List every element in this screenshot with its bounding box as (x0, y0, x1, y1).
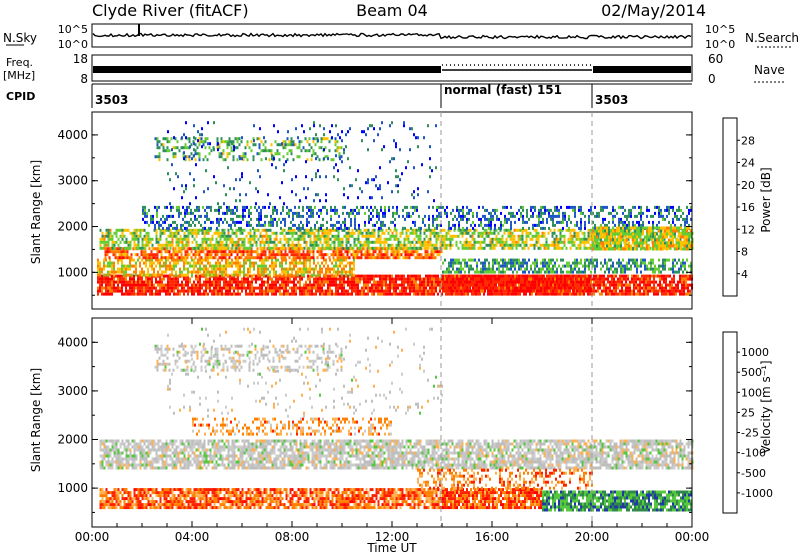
velocity-band-2 (442, 488, 542, 509)
velocity-band-1 (100, 488, 444, 509)
y-tick-label: 4000 (57, 335, 88, 349)
noise-sky-trace (93, 34, 691, 39)
cpid-segment-2: normal (fast) 151 (444, 83, 562, 97)
power-panel: 1000 2000 3000 4000 Slant Range [km] 4 8 12 16… (29, 112, 773, 309)
time-axis-label: Time UT (366, 541, 417, 554)
x-tick-label: 04:00 (175, 530, 210, 544)
freq-tick-bottom: 8 (80, 72, 88, 86)
noise-tick-top-right: 10^5 (705, 23, 735, 36)
power-colorbar-label: Power [dB] (759, 167, 773, 232)
colorbar-tick-label: 4 (741, 268, 748, 281)
beam-title: Beam 04 (356, 1, 428, 20)
station-title: Clyde River (fitACF) (92, 1, 249, 20)
colorbar-tick-label: -500 (741, 467, 766, 480)
freq-band-left (93, 66, 441, 73)
colorbar-tick-label: 24 (741, 157, 755, 170)
frequency-panel: Freq. [MHz] 18 8 60 0 Nave (3, 52, 786, 86)
colorbar-tick-label: 20 (741, 179, 755, 192)
power-band-9 (167, 121, 437, 205)
noise-tick-top-left: 10^5 (58, 23, 88, 36)
x-tick-label: 16:00 (475, 530, 510, 544)
freq-label: Freq. (6, 56, 33, 69)
freq-tick-top: 18 (73, 52, 88, 66)
freq-unit-label: [MHz] (3, 69, 35, 82)
y-tick-label: 1000 (57, 481, 88, 495)
velocity-ylabel: Slant Range [km] (29, 368, 43, 472)
nave-tick-top: 60 (708, 52, 723, 66)
x-tick-label: 08:00 (275, 530, 310, 544)
colorbar-tick-label: 25 (741, 406, 755, 419)
power-band-1 (97, 275, 693, 296)
power-heatmap (97, 121, 694, 295)
power-colorbar: 4 8 12 16 20 24 28 (723, 118, 755, 296)
date-title: 02/May/2014 (601, 1, 706, 20)
velocity-band-7 (417, 469, 593, 490)
velocity-heatmap (100, 328, 694, 512)
power-band-6 (155, 137, 343, 161)
velocity-band-8 (167, 328, 443, 418)
y-tick-label: 2000 (57, 220, 88, 234)
cpid-panel: CPID 3503 normal (fast) 151 3503 (6, 83, 692, 108)
noise-right-label: N.Search (745, 31, 799, 45)
colorbar-tick-label: -1000 (741, 487, 773, 500)
x-tick-label: 00:00 (675, 530, 710, 544)
y-tick-label: 3000 (57, 384, 88, 398)
y-tick-label: 4000 (57, 128, 88, 142)
noise-panel: N.Sky 10^5 10^0 10^5 10^0 N.Search (3, 23, 799, 51)
power-band-10 (592, 227, 692, 251)
cpid-segment-3: 3503 (595, 93, 628, 107)
noise-tick-bottom-left: 10^0 (58, 38, 88, 51)
x-tick-label: 20:00 (575, 530, 610, 544)
nave-label: Nave (754, 63, 785, 77)
velocity-band-3 (542, 491, 692, 512)
y-tick-label: 1000 (57, 265, 88, 279)
velocity-colorbar-label: Velocity [m s⁻¹] (759, 360, 773, 453)
cpid-label: CPID (6, 90, 35, 103)
x-tick-label: 00:00 (75, 530, 110, 544)
power-band-7 (442, 275, 592, 293)
velocity-band-5 (192, 418, 392, 436)
power-ylabel: Slant Range [km] (29, 160, 43, 264)
colorbar-tick-label: 16 (741, 201, 755, 214)
velocity-band-4 (100, 440, 694, 470)
y-tick-label: 3000 (57, 174, 88, 188)
colorbar-tick-label: 8 (741, 246, 748, 259)
velocity-band-6 (155, 345, 343, 372)
noise-tick-bottom-right: 10^0 (705, 38, 735, 51)
cpid-segment-1: 3503 (95, 93, 128, 107)
colorbar-tick-label: 12 (741, 223, 755, 236)
colorbar-tick-label: -25 (741, 427, 759, 440)
power-band-2 (97, 259, 355, 277)
power-band-8 (442, 259, 692, 274)
y-tick-label: 2000 (57, 433, 88, 447)
nave-tick-bottom: 0 (708, 72, 716, 86)
freq-band-right (593, 66, 691, 73)
colorbar-tick-label: 28 (741, 134, 755, 147)
colorbar-tick-label: 1000 (741, 346, 769, 359)
power-band-5 (142, 206, 692, 230)
noise-left-label: N.Sky (3, 31, 37, 45)
